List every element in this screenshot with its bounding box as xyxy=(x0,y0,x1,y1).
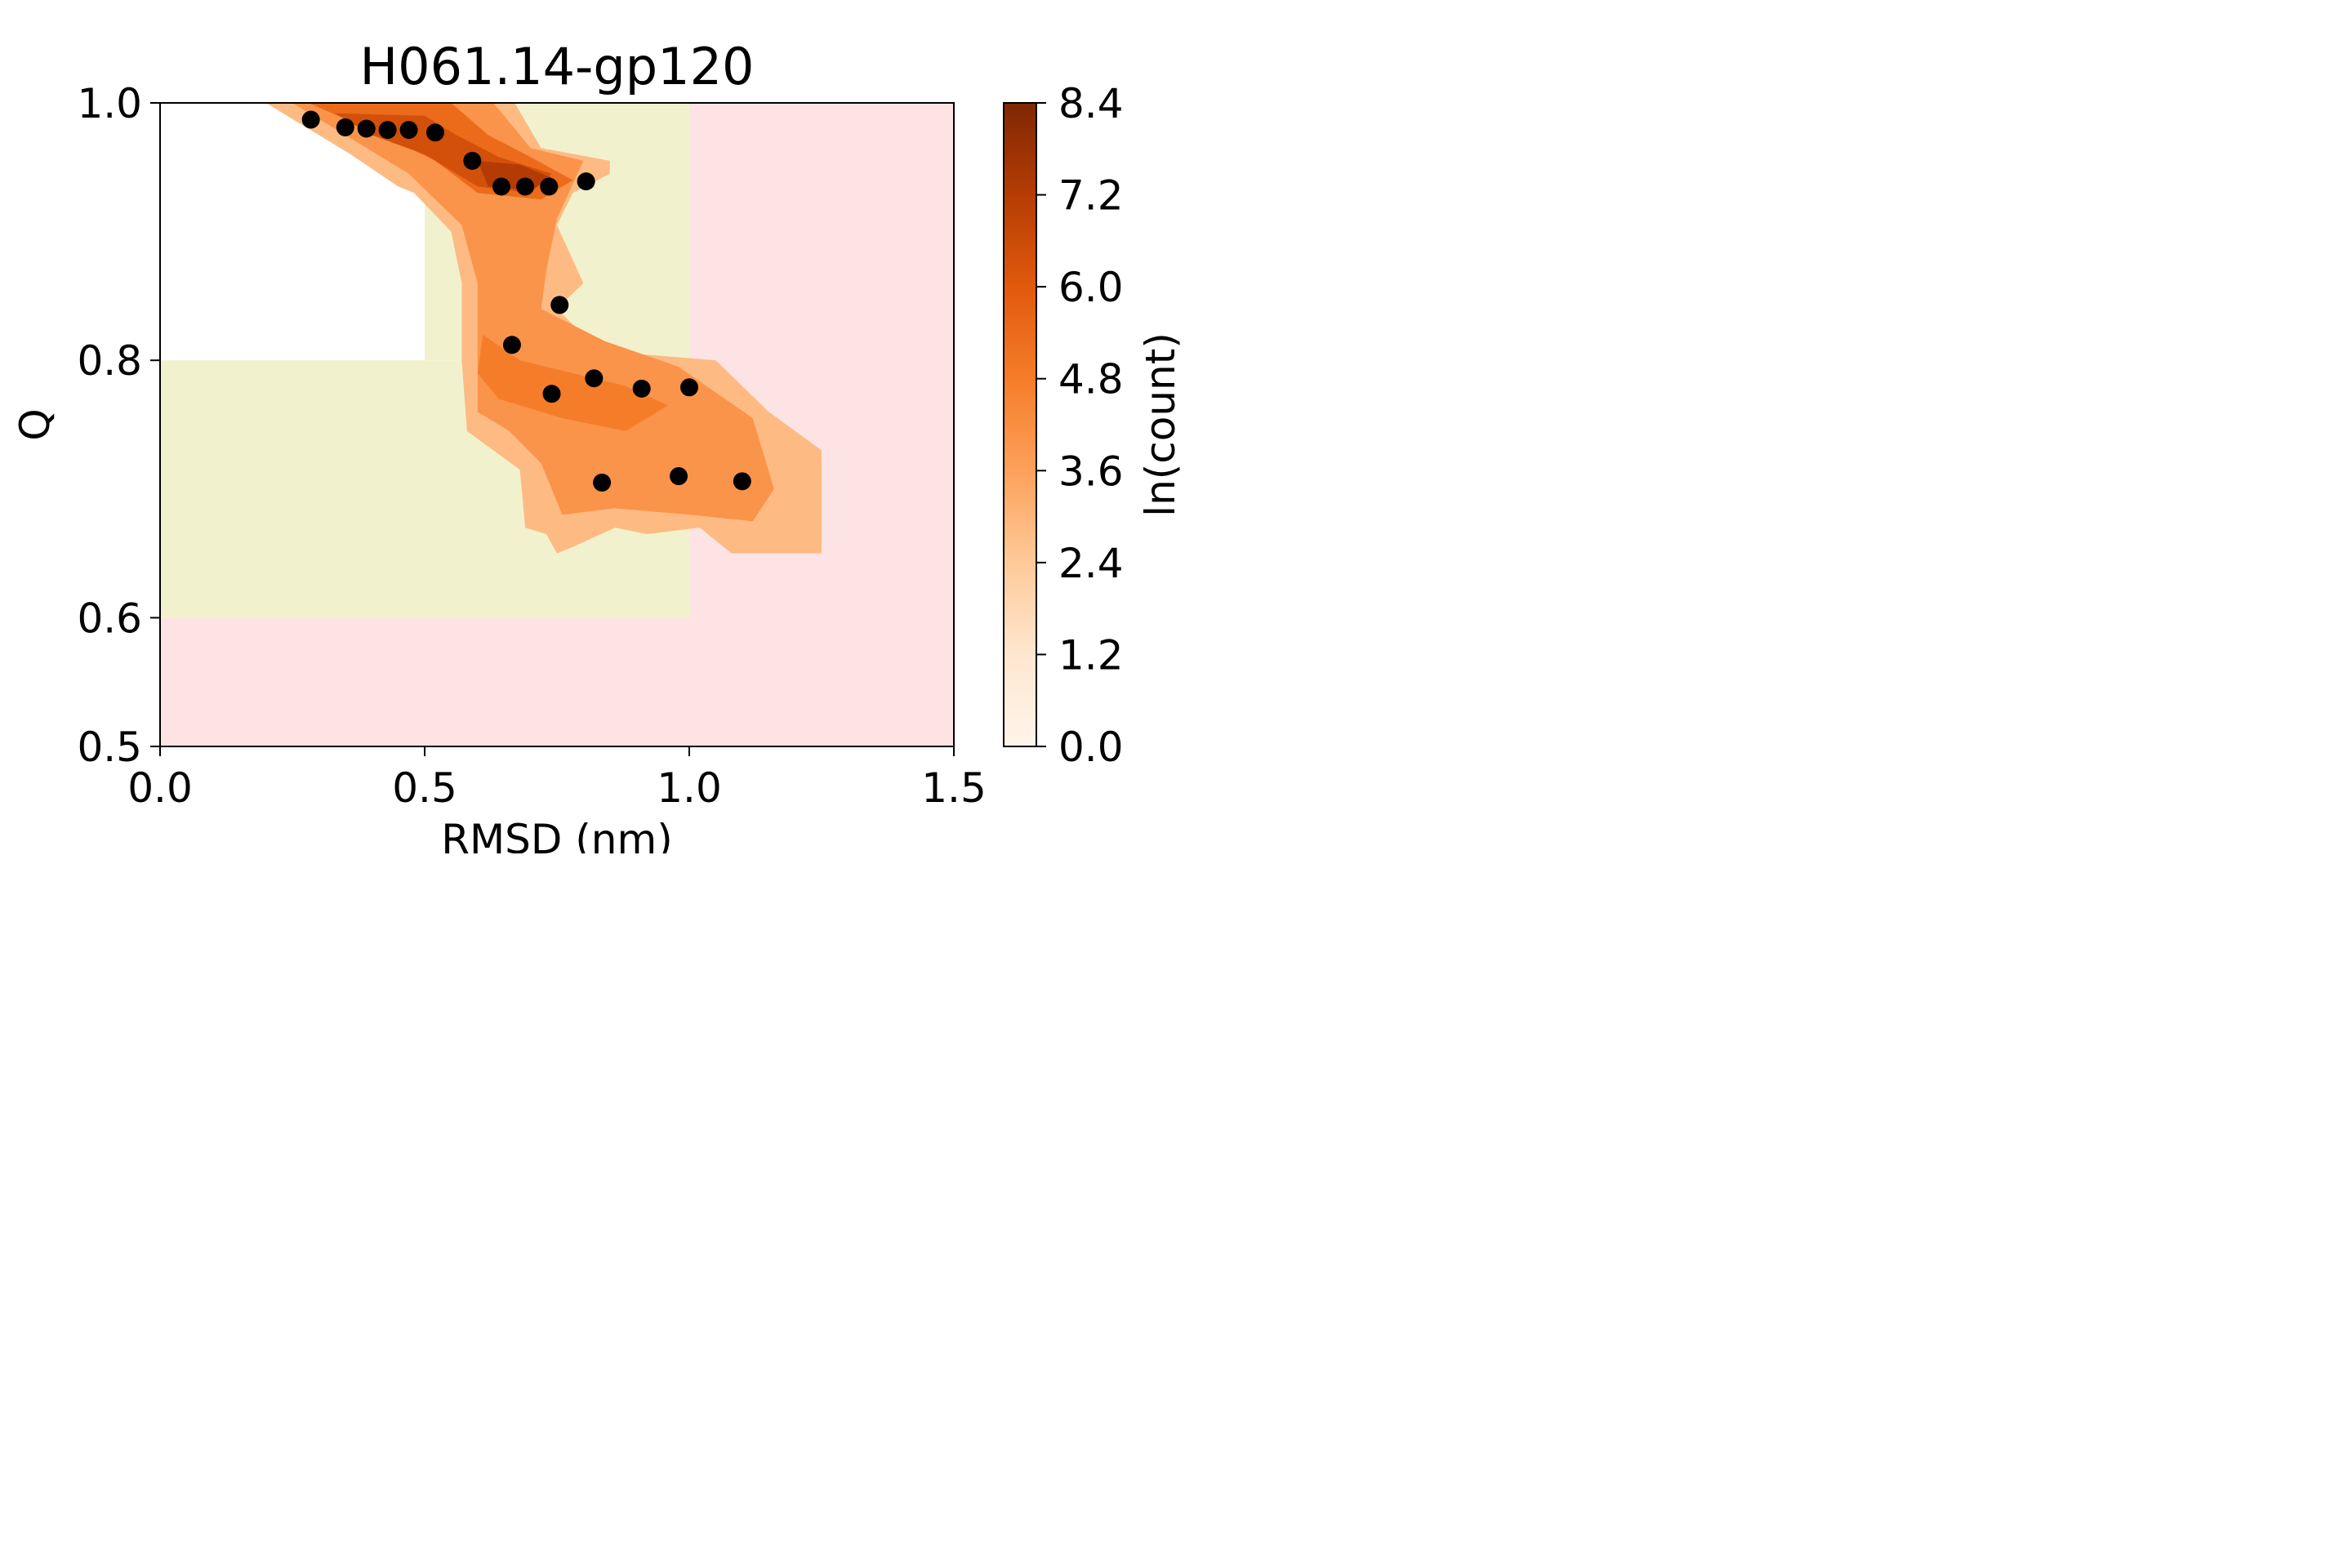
y-tick-label-1: 0.6 xyxy=(77,595,142,642)
data-point-18 xyxy=(733,472,751,491)
colorbar: 0.0 1.2 2.4 3.6 4.8 6.0 7.2 8.4 ln(count) xyxy=(1003,80,1184,771)
data-point-9 xyxy=(540,177,559,196)
colorbar-tick-label-2: 2.4 xyxy=(1058,540,1124,587)
chart-title: H061.14-gp120 xyxy=(360,37,755,96)
colorbar-tick-label-7: 8.4 xyxy=(1058,80,1124,127)
x-tick-label-2: 1.0 xyxy=(657,764,722,812)
data-point-11 xyxy=(550,296,569,314)
data-point-2 xyxy=(357,119,376,138)
data-point-5 xyxy=(425,123,444,142)
data-point-16 xyxy=(542,385,561,403)
colorbar-tick-label-4: 4.8 xyxy=(1058,356,1124,403)
x-axis: 0.0 0.5 1.0 1.5 xyxy=(127,746,987,812)
chart: H061.14-gp120 0.0 0.5 1.0 1.5 0.50.60.81.0 … xyxy=(11,37,1184,853)
data-point-4 xyxy=(399,121,418,140)
colorbar-tick-label-6: 7.2 xyxy=(1058,172,1124,220)
colorbar-tick-label-1: 1.2 xyxy=(1058,631,1124,679)
y-tick-label-2: 0.8 xyxy=(77,337,142,385)
data-point-8 xyxy=(516,177,535,196)
data-point-14 xyxy=(632,379,651,398)
y-axis: 0.5 0.6 0.8 1.0 xyxy=(77,80,160,771)
data-point-6 xyxy=(463,151,482,170)
plot-frame xyxy=(159,102,955,747)
density-region-1 xyxy=(292,103,774,522)
density-region-2 xyxy=(477,334,669,431)
data-point-12 xyxy=(502,336,521,354)
colorbar-label: ln(count) xyxy=(1137,332,1184,517)
data-point-15 xyxy=(680,378,698,397)
x-axis-label: RMSD (nm) xyxy=(441,816,672,853)
colorbar-frame xyxy=(1003,102,1037,747)
background-region-3 xyxy=(160,617,954,746)
data-point-10 xyxy=(577,172,595,191)
colorbar-tick-label-0: 0.0 xyxy=(1058,724,1124,771)
plot-area xyxy=(160,103,954,746)
colorbar-tick-label-5: 6.0 xyxy=(1058,264,1124,311)
colorbar-gradient xyxy=(1004,103,1036,746)
data-points xyxy=(301,110,751,492)
colorbar-ticks: 0.0 1.2 2.4 3.6 4.8 6.0 7.2 8.4 xyxy=(1036,80,1124,771)
data-point-3 xyxy=(378,121,397,140)
colorbar-tick-label-3: 3.6 xyxy=(1058,448,1124,495)
y-tick-label-0: 0.5 xyxy=(77,724,142,771)
data-point-17 xyxy=(670,467,688,486)
data-point-7 xyxy=(492,177,510,196)
x-tick-label-0: 0.0 xyxy=(127,764,193,812)
data-point-19 xyxy=(593,473,612,492)
x-tick-label-3: 1.5 xyxy=(921,764,987,812)
data-point-1 xyxy=(336,118,354,136)
x-tick-label-1: 0.5 xyxy=(392,764,457,812)
y-tick-label-3: 1.0 xyxy=(77,80,142,127)
data-point-0 xyxy=(301,110,320,129)
y-axis-label: Q xyxy=(11,408,59,440)
data-point-13 xyxy=(585,369,604,388)
